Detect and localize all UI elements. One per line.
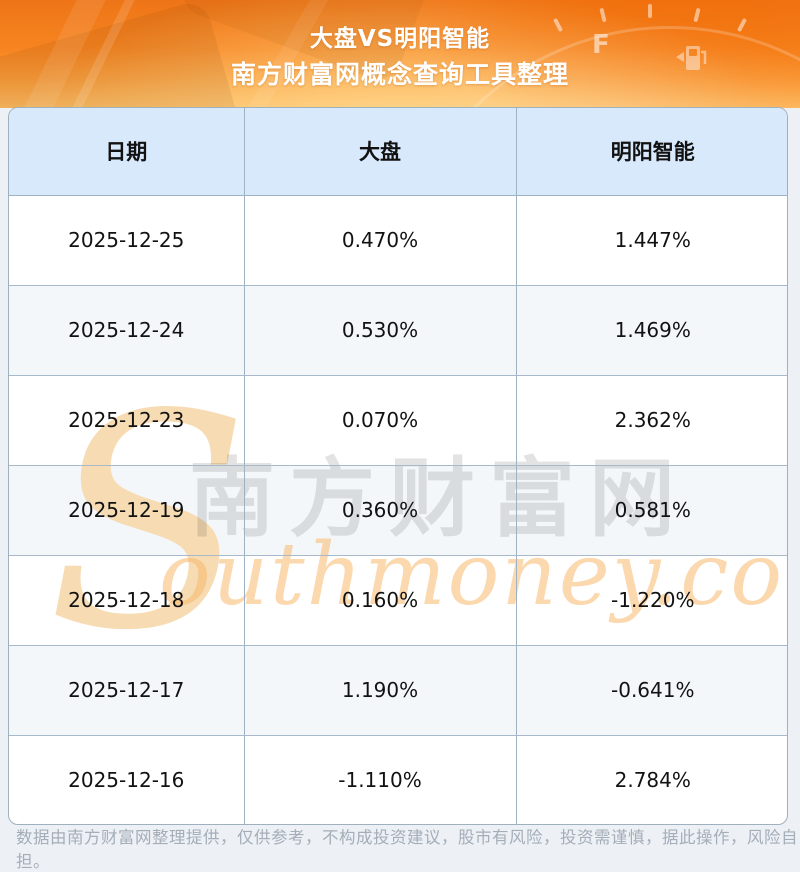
table-row: 2025-12-18 0.160% -1.220% bbox=[9, 555, 787, 646]
column-header-stock: 明阳智能 bbox=[516, 108, 787, 196]
header-banner: F 大盘VS明阳智能 南方财富网概念查询工具整理 bbox=[0, 0, 800, 108]
page-subtitle: 南方财富网概念查询工具整理 bbox=[230, 59, 569, 89]
cell-stock: 2.362% bbox=[516, 375, 787, 466]
cell-stock: 2.784% bbox=[614, 768, 691, 793]
cell-date: 2025-12-19 bbox=[9, 465, 245, 556]
table-row: 2025-12-17 1.190% -0.641% bbox=[9, 645, 787, 736]
header-titles: 大盘VS明阳智能 南方财富网概念查询工具整理 bbox=[0, 0, 800, 90]
table-row: 2025-12-16 -1.110% 2.784% bbox=[9, 735, 787, 824]
column-header-date: 日期 bbox=[9, 108, 245, 196]
cell-market: 0.360% bbox=[244, 465, 517, 556]
cell-date: 2025-12-24 bbox=[9, 285, 245, 376]
cell-market: 0.160% bbox=[244, 555, 517, 646]
cell-stock: 1.447% bbox=[516, 195, 787, 286]
cell-stock: -0.641% bbox=[516, 645, 787, 736]
cell-date: 2025-12-18 bbox=[9, 555, 245, 646]
table-row: 2025-12-23 0.070% 2.362% bbox=[9, 375, 787, 466]
footer: 数据由南方财富网整理提供，仅供参考，不构成投资建议，股市有风险，投资需谨慎，据此… bbox=[0, 825, 800, 871]
cell-market: -1.110% bbox=[244, 735, 517, 824]
cell-market: 0.070% bbox=[244, 375, 517, 466]
column-header-market: 大盘 bbox=[244, 108, 517, 196]
table-row: 2025-12-19 0.360% 0.581% bbox=[9, 465, 787, 556]
table-row: 2025-12-25 0.470% 1.447% bbox=[9, 195, 787, 286]
page-title: 大盘VS明阳智能 bbox=[309, 26, 491, 52]
cell-stock: 0.581% bbox=[516, 465, 787, 556]
cell-stock: -1.220% bbox=[516, 555, 787, 646]
cell-date: 2025-12-17 bbox=[9, 645, 245, 736]
cell-date: 2025-12-25 bbox=[9, 195, 245, 286]
table-row: 2025-12-24 0.530% 1.469% bbox=[9, 285, 787, 376]
disclaimer-text: 数据由南方财富网整理提供，仅供参考，不构成投资建议，股市有风险，投资需谨慎，据此… bbox=[16, 827, 798, 871]
comparison-table-card: S 南方财富网 outhmoney.com 日期 大盘 明阳智能 2025-12… bbox=[8, 107, 788, 825]
cell-market: 1.190% bbox=[244, 645, 517, 736]
cell-date: 2025-12-16 bbox=[9, 735, 245, 824]
comparison-table: 日期 大盘 明阳智能 2025-12-25 0.470% 1.447% 2025… bbox=[9, 108, 787, 824]
cell-market: 0.470% bbox=[244, 195, 517, 286]
cell-date: 2025-12-23 bbox=[9, 375, 245, 466]
table-header-row: 日期 大盘 明阳智能 bbox=[9, 108, 787, 196]
cell-market: 0.530% bbox=[244, 285, 517, 376]
cell-stock: 1.469% bbox=[516, 285, 787, 376]
